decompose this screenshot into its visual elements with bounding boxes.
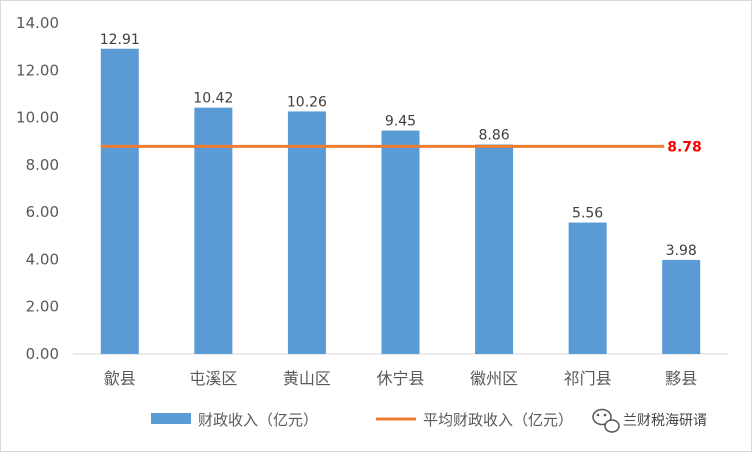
data-label: 3.98 [666,243,697,259]
data-label: 12.91 [100,32,140,48]
watermark: 兰财税海研谞 [592,408,707,433]
legend: 财政收入（亿元） 平均财政收入（亿元） [151,411,573,429]
average-value-label: 8.78 [667,139,702,155]
y-tick-label: 10.00 [16,109,59,127]
average-line-group: 8.78 [100,139,702,155]
y-tick-label: 6.00 [26,203,59,221]
data-labels: 12.91 10.42 10.26 9.45 8.86 5.56 3.98 [100,32,697,259]
data-label: 10.26 [287,94,327,110]
x-axis: 歙县 屯溪区 黄山区 休宁县 徽州区 祁门县 黟县 [73,353,728,388]
y-tick-label: 12.00 [16,61,59,79]
watermark-text: 兰财税海研谞 [623,413,707,429]
bar-series [100,48,701,355]
y-tick-label: 14.00 [16,14,59,32]
bar [475,144,514,354]
x-tick-label: 黄山区 [283,369,331,388]
wechat-icon [592,408,620,433]
data-label: 5.56 [572,206,603,222]
bar [568,222,607,354]
y-tick-label: 4.00 [26,250,59,268]
data-label: 10.42 [193,91,233,107]
data-label: 8.86 [478,128,509,144]
bar [662,259,701,354]
bar [287,111,326,354]
x-tick-label: 祁门县 [564,369,612,388]
x-tick-label: 休宁县 [376,369,424,388]
y-axis: 0.00 2.00 4.00 6.00 8.00 10.00 12.00 14.00 [16,14,59,363]
bar [381,130,420,354]
bar [194,107,233,355]
legend-swatch-bars [151,413,191,424]
y-tick-label: 8.00 [26,156,59,174]
legend-label-bars: 财政收入（亿元） [198,411,318,429]
x-tick-label: 歙县 [104,369,136,388]
x-tick-label: 屯溪区 [189,369,237,388]
legend-label-average: 平均财政收入（亿元） [423,411,573,429]
data-label: 9.45 [385,114,416,130]
x-tick-label: 徽州区 [470,369,518,388]
y-tick-label: 2.00 [26,298,59,316]
bar [100,48,139,354]
x-tick-label: 黟县 [665,369,697,388]
y-tick-label: 0.00 [26,345,59,363]
